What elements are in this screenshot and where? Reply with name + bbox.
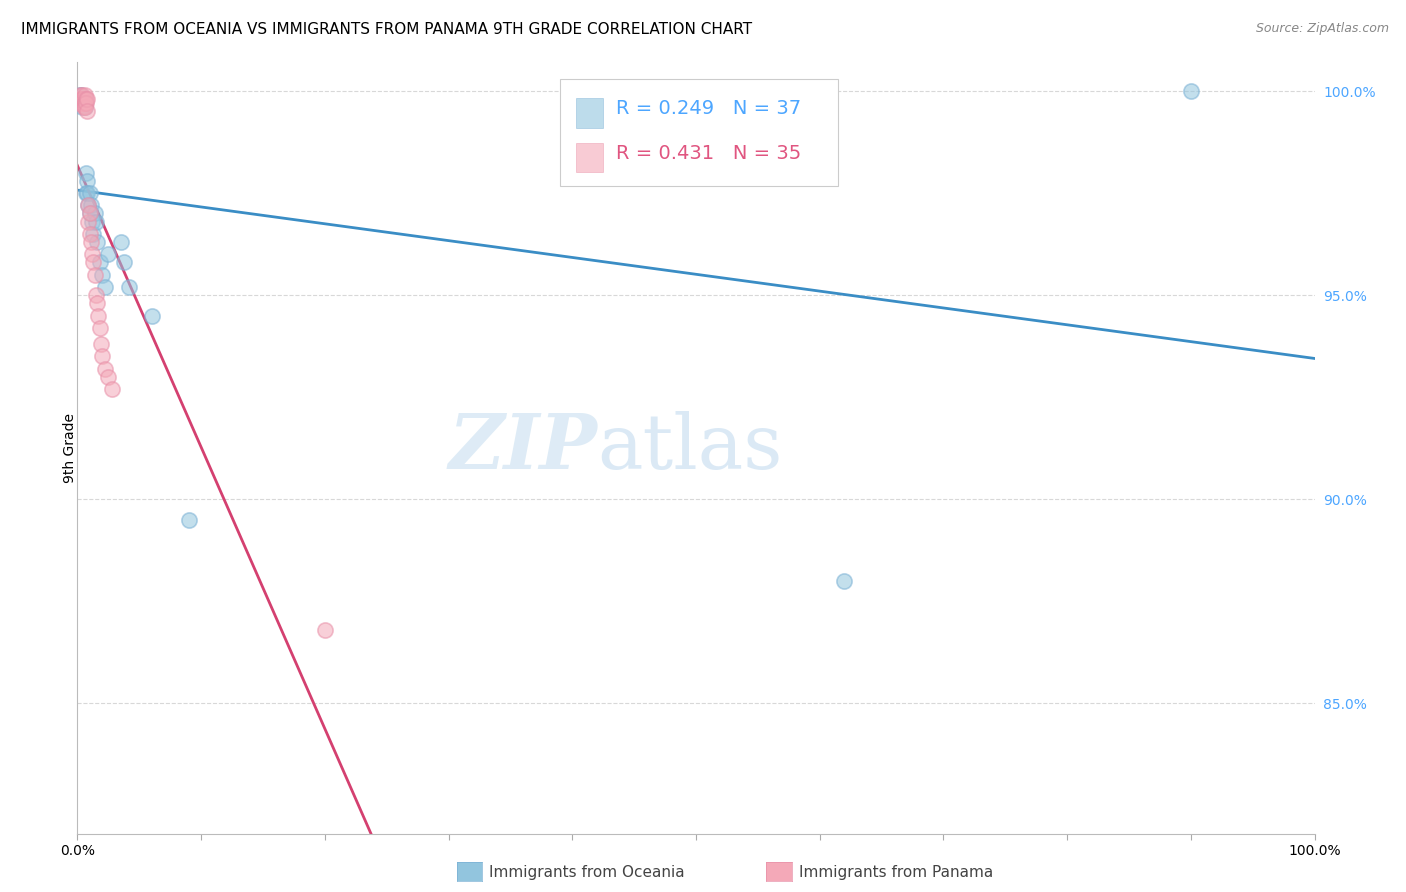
Text: atlas: atlas [598, 411, 782, 485]
Point [70, 92, 93, 106]
Point [141, 309, 163, 323]
Text: IMMIGRANTS FROM OCEANIA VS IMMIGRANTS FROM PANAMA 9TH GRADE CORRELATION CHART: IMMIGRANTS FROM OCEANIA VS IMMIGRANTS FR… [21, 22, 752, 37]
Point [89, 255, 111, 269]
Y-axis label: 9th Grade: 9th Grade [63, 413, 77, 483]
Text: Source: ZipAtlas.com: Source: ZipAtlas.com [1256, 22, 1389, 36]
Point [112, 255, 135, 269]
Point [72, 92, 94, 106]
Point [91, 350, 114, 364]
Point [177, 513, 200, 527]
Point [73, 92, 96, 106]
FancyBboxPatch shape [560, 79, 838, 186]
Point [73, 88, 96, 103]
Point [72, 92, 94, 106]
Point [90, 337, 112, 351]
Point [69, 88, 91, 103]
Point [87, 309, 110, 323]
Point [76, 92, 98, 106]
Point [77, 198, 100, 212]
Point [69, 88, 91, 103]
FancyBboxPatch shape [576, 98, 603, 128]
Point [69, 92, 91, 106]
Point [82, 255, 104, 269]
Point [86, 235, 108, 249]
Text: R = 0.249   N = 37: R = 0.249 N = 37 [616, 99, 800, 119]
Point [75, 186, 97, 200]
Point [70, 92, 93, 106]
Point [83, 268, 105, 282]
Point [70, 88, 93, 103]
Point [73, 100, 96, 114]
Point [89, 320, 111, 334]
Point [75, 166, 97, 180]
Point [1180, 84, 1202, 98]
Text: Immigrants from Panama: Immigrants from Panama [799, 865, 993, 880]
Point [72, 96, 94, 111]
Point [70, 96, 93, 111]
Point [97, 369, 120, 384]
Point [91, 268, 114, 282]
Point [101, 382, 124, 396]
Text: Immigrants from Oceania: Immigrants from Oceania [489, 865, 685, 880]
Point [73, 100, 96, 114]
Point [76, 174, 98, 188]
Point [84, 288, 107, 302]
Point [79, 186, 101, 200]
FancyBboxPatch shape [576, 143, 603, 172]
Point [72, 100, 94, 114]
Point [834, 574, 856, 588]
Point [76, 104, 98, 119]
Point [314, 623, 336, 637]
Text: R = 0.431   N = 35: R = 0.431 N = 35 [616, 144, 801, 163]
Point [67, 96, 90, 111]
Text: ZIP: ZIP [449, 411, 598, 485]
Point [72, 92, 94, 106]
Point [86, 296, 108, 310]
Point [69, 96, 91, 111]
Point [79, 206, 101, 220]
Point [82, 227, 104, 241]
Point [72, 96, 94, 111]
Point [80, 235, 103, 249]
Point [72, 92, 94, 106]
Point [79, 227, 101, 241]
Point [118, 280, 141, 294]
Point [72, 96, 94, 111]
Point [93, 280, 115, 294]
Point [97, 247, 120, 261]
Point [72, 88, 94, 103]
Point [75, 96, 97, 111]
Point [77, 198, 100, 212]
Point [75, 92, 97, 106]
Point [70, 96, 93, 111]
Point [93, 361, 115, 376]
Point [76, 186, 98, 200]
Point [73, 96, 96, 111]
Point [72, 100, 94, 114]
Point [80, 198, 103, 212]
Point [77, 214, 100, 228]
Point [110, 235, 132, 249]
Point [82, 247, 104, 261]
Point [83, 206, 105, 220]
Point [79, 206, 101, 220]
Point [82, 214, 104, 228]
Point [67, 92, 90, 106]
Point [84, 214, 107, 228]
